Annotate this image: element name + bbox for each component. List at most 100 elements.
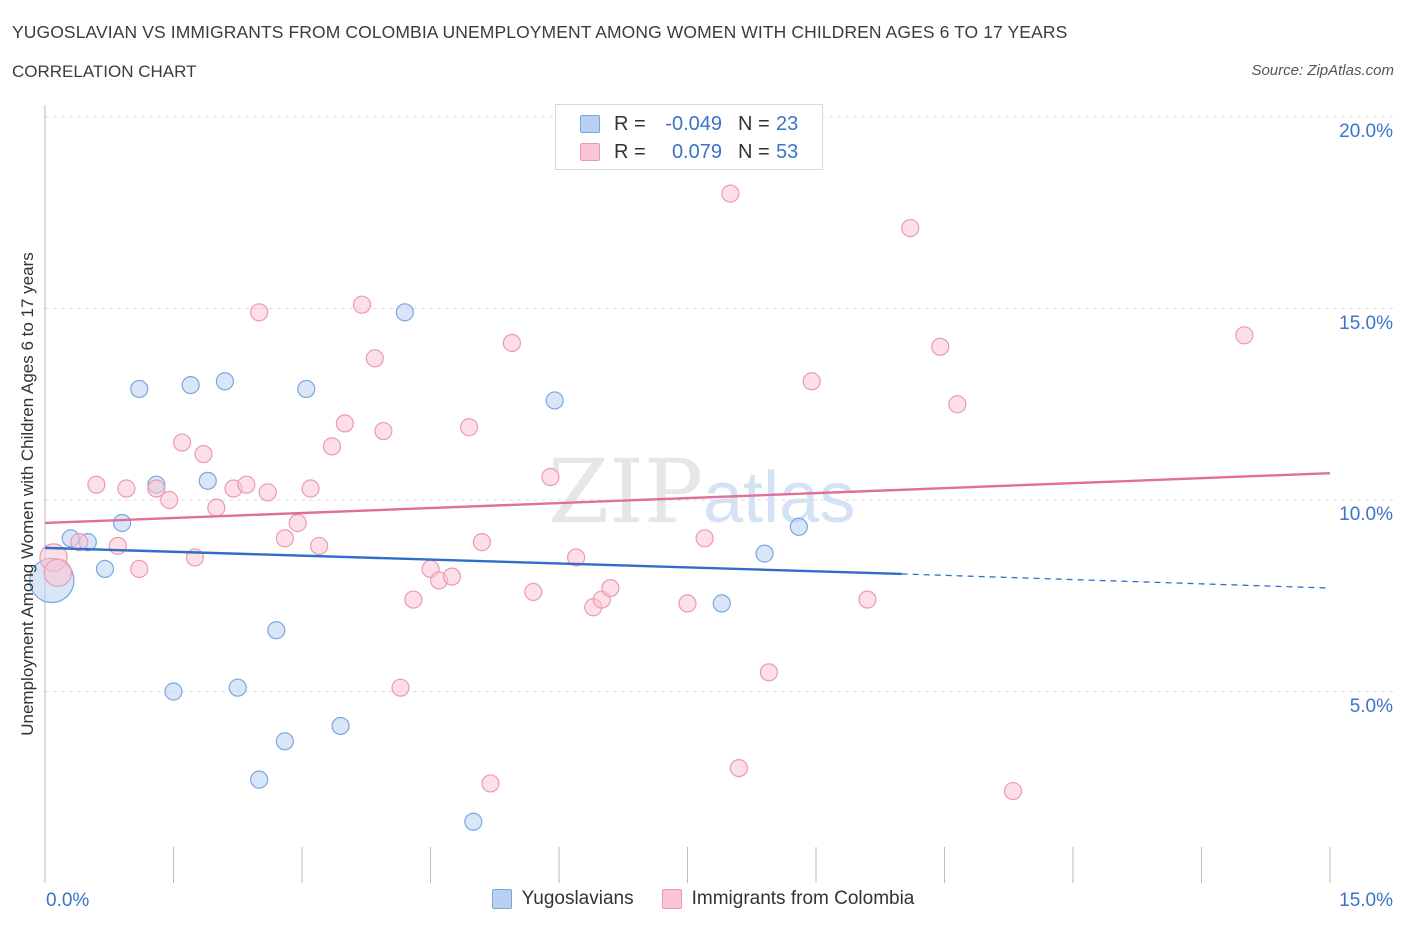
stats-legend-row-yugoslavians: R = -0.049 N = 23	[580, 111, 798, 137]
data-point	[228, 678, 247, 697]
data-point	[130, 559, 149, 579]
data-point	[678, 594, 697, 613]
trend-line-extension	[901, 573, 1331, 589]
watermark-atlas: atlas	[703, 458, 856, 538]
data-point	[442, 567, 462, 586]
data-point	[365, 349, 384, 368]
data-point	[310, 536, 329, 556]
data-point	[404, 590, 423, 609]
data-point	[117, 479, 136, 498]
data-point	[1235, 326, 1254, 345]
data-point	[250, 303, 269, 322]
data-point	[194, 444, 213, 464]
y-tick-label: 15.0%	[1339, 312, 1393, 334]
trend-lines	[44, 471, 1331, 589]
n-label: N =	[738, 112, 770, 135]
data-point	[207, 498, 226, 517]
data-point	[275, 529, 294, 548]
chart-subtitle: CORRELATION CHART	[12, 62, 197, 81]
data-point	[250, 770, 269, 789]
data-point	[931, 337, 950, 356]
data-point	[901, 218, 920, 238]
data-point	[755, 544, 774, 563]
data-point	[322, 437, 342, 456]
data-point	[130, 379, 149, 399]
legend-label-colombia: Immigrants from Colombia	[691, 888, 915, 909]
data-point	[729, 758, 749, 778]
data-point	[172, 433, 192, 452]
data-point	[95, 559, 115, 579]
data-point	[459, 418, 479, 437]
data-point	[858, 590, 877, 609]
x-tick-label-max: 15.0%	[1339, 890, 1393, 911]
data-point	[789, 517, 808, 536]
data-point	[541, 467, 560, 487]
y-axis-label: Unemployment Among Women with Children A…	[18, 252, 37, 736]
yugoslavians-swatch	[580, 115, 600, 133]
data-point	[948, 395, 967, 414]
data-point	[374, 421, 393, 441]
data-point	[147, 479, 166, 498]
data-point	[160, 490, 179, 510]
r-value: 0.079	[671, 140, 722, 163]
data-point	[567, 548, 586, 567]
data-point	[395, 303, 414, 322]
source-label: Source: ZipAtlas.com	[1251, 62, 1394, 79]
yugoslavians-legend-swatch	[491, 889, 512, 909]
data-point	[275, 732, 294, 751]
data-point	[267, 621, 286, 640]
data-point	[258, 483, 277, 502]
legend-item-colombia[interactable]: Immigrants from Colombia	[661, 888, 915, 910]
axes	[44, 105, 1331, 883]
data-point	[601, 578, 620, 598]
data-point	[181, 376, 200, 395]
chart-title: YUGOSLAVIAN VS IMMIGRANTS FROM COLOMBIA …	[12, 22, 1068, 42]
data-point	[43, 558, 73, 587]
data-point	[391, 678, 410, 697]
r-value: -0.049	[665, 112, 722, 135]
data-point	[112, 513, 132, 533]
trend-line	[44, 546, 902, 576]
legend-label-yugoslavians: Yugoslavians	[521, 888, 634, 909]
legend-item-yugoslavians[interactable]: Yugoslavians	[491, 888, 634, 910]
data-point	[335, 414, 354, 433]
trend-line	[44, 471, 1331, 525]
data-point	[331, 716, 350, 736]
points	[29, 184, 1254, 831]
colombia-legend-swatch	[661, 889, 682, 909]
stats-legend: R = -0.049 N = 23 R = 0.079 N = 53	[555, 104, 823, 170]
watermark-zip: ZIP	[548, 440, 704, 543]
data-point	[164, 682, 183, 701]
data-point	[712, 594, 731, 613]
data-point	[198, 471, 217, 490]
data-point	[352, 295, 372, 314]
r-label: R =	[614, 112, 646, 135]
n-label: N =	[738, 140, 770, 163]
data-point	[481, 774, 500, 793]
watermark: ZIPatlas	[548, 440, 855, 543]
data-point	[70, 533, 89, 552]
x-tick-label-min: 0.0%	[46, 890, 90, 911]
data-point	[759, 663, 778, 682]
colombia-swatch	[580, 143, 600, 161]
data-point	[301, 479, 320, 498]
n-value: 23	[776, 112, 799, 135]
data-point	[288, 513, 307, 533]
data-point	[108, 536, 127, 556]
data-point	[464, 812, 483, 831]
data-point	[237, 475, 256, 494]
data-point	[502, 333, 521, 353]
n-value: 53	[776, 140, 799, 163]
data-point	[545, 391, 564, 410]
y-tick-label: 20.0%	[1339, 121, 1393, 142]
data-point	[695, 529, 714, 548]
series-points-colombia	[39, 184, 1254, 801]
r-label: R =	[614, 140, 646, 163]
data-point	[215, 372, 234, 391]
y-tick-label: 5.0%	[1349, 695, 1393, 717]
data-point	[524, 582, 543, 602]
data-point	[297, 379, 316, 399]
data-point	[472, 533, 491, 552]
data-point	[87, 475, 106, 494]
